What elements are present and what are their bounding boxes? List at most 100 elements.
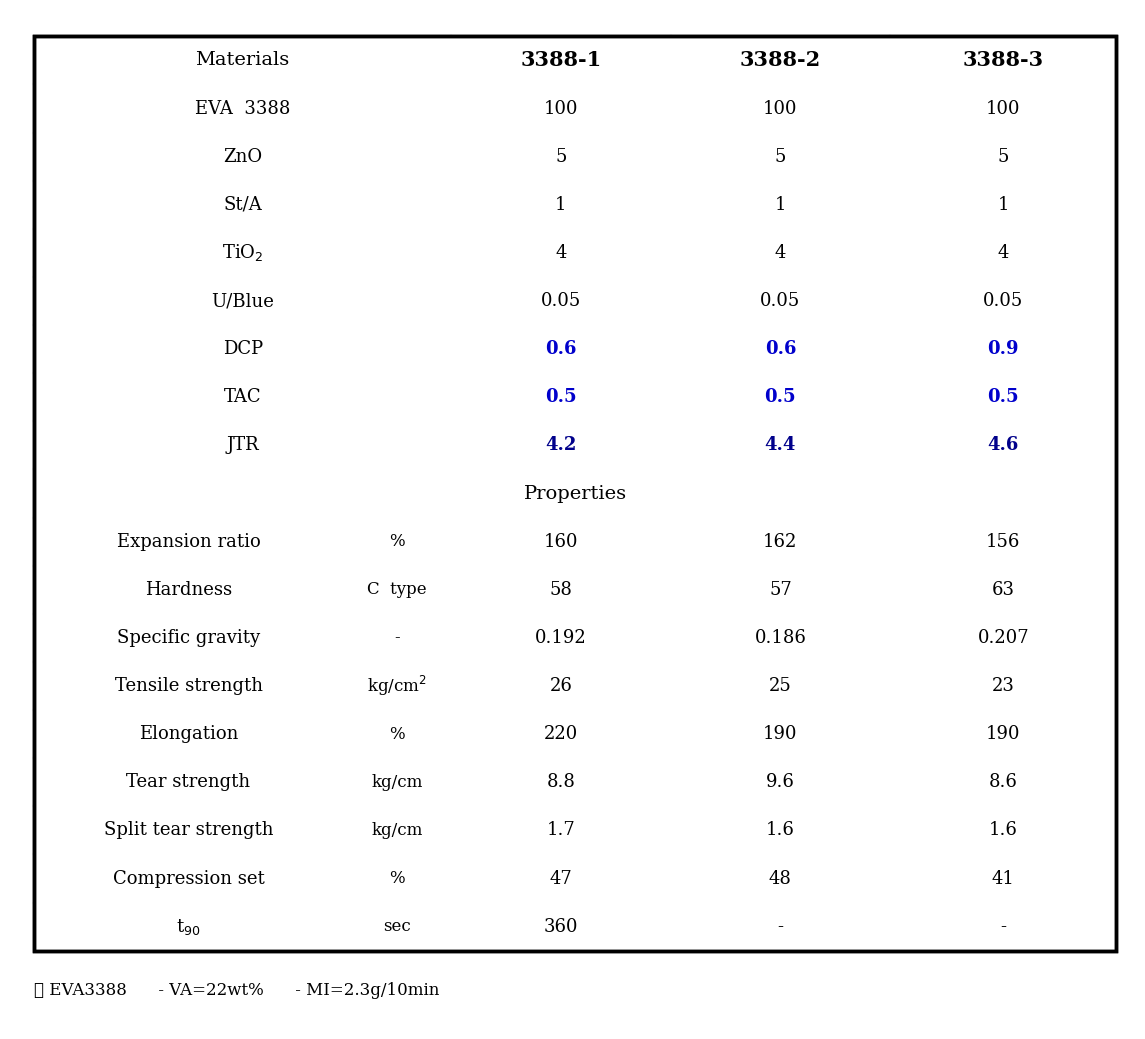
Text: St/A: St/A <box>223 195 262 214</box>
Bar <box>671 806 890 854</box>
Text: 47: 47 <box>550 870 572 887</box>
Text: -: - <box>777 917 783 936</box>
Text: -: - <box>1001 917 1006 936</box>
Text: 220: 220 <box>544 725 578 743</box>
Bar <box>890 84 1116 133</box>
Text: C  type: C type <box>368 581 427 598</box>
Bar <box>890 36 1116 84</box>
Text: 0.192: 0.192 <box>535 629 586 647</box>
Bar <box>34 36 1116 951</box>
Text: sec: sec <box>382 918 411 935</box>
Text: 160: 160 <box>544 533 578 551</box>
Bar <box>451 181 671 229</box>
Text: 26: 26 <box>550 677 572 695</box>
Bar <box>890 854 1116 903</box>
Text: Expansion ratio: Expansion ratio <box>117 533 260 551</box>
Text: 5: 5 <box>775 148 787 165</box>
Text: 4.2: 4.2 <box>545 436 576 454</box>
Text: Compression set: Compression set <box>112 870 264 887</box>
Text: 23: 23 <box>992 677 1014 695</box>
Bar <box>451 325 671 373</box>
Bar <box>671 710 890 758</box>
Bar <box>671 181 890 229</box>
Bar <box>342 806 451 854</box>
Bar <box>671 903 890 951</box>
Bar <box>890 181 1116 229</box>
Text: 25: 25 <box>769 677 792 695</box>
Bar <box>671 614 890 662</box>
Text: 0.5: 0.5 <box>987 389 1019 406</box>
Text: Tear strength: Tear strength <box>126 773 251 792</box>
Text: 100: 100 <box>544 100 578 117</box>
Text: kg/cm: kg/cm <box>371 822 423 838</box>
Text: Properties: Properties <box>523 484 627 503</box>
Text: 4: 4 <box>775 244 787 262</box>
Bar <box>34 758 342 806</box>
Bar <box>451 373 671 422</box>
Text: 0.05: 0.05 <box>760 292 800 310</box>
Text: EVA  3388: EVA 3388 <box>195 100 291 117</box>
Bar <box>342 710 451 758</box>
Bar <box>34 36 451 84</box>
Text: 3388-2: 3388-2 <box>740 51 821 71</box>
Text: 48: 48 <box>769 870 792 887</box>
Text: kg/cm: kg/cm <box>371 774 423 791</box>
Bar <box>671 517 890 565</box>
Text: 63: 63 <box>992 581 1014 598</box>
Text: Split tear strength: Split tear strength <box>104 822 274 840</box>
Bar <box>34 854 342 903</box>
Text: 3388-1: 3388-1 <box>520 51 601 71</box>
Text: %: % <box>389 533 404 550</box>
Text: U/Blue: U/Blue <box>211 292 274 310</box>
Bar <box>451 517 671 565</box>
Bar <box>890 903 1116 951</box>
Text: 3388-3: 3388-3 <box>963 51 1044 71</box>
Text: 1: 1 <box>555 195 567 214</box>
Text: 9.6: 9.6 <box>766 773 795 792</box>
Bar <box>671 84 890 133</box>
Bar <box>34 181 451 229</box>
Bar <box>671 373 890 422</box>
Bar <box>342 758 451 806</box>
Text: 41: 41 <box>992 870 1014 887</box>
Bar <box>34 36 1116 951</box>
Bar <box>890 373 1116 422</box>
Text: 5: 5 <box>555 148 567 165</box>
Bar <box>890 758 1116 806</box>
Bar <box>34 373 451 422</box>
Bar <box>890 133 1116 181</box>
Text: Specific gravity: Specific gravity <box>117 629 260 647</box>
Bar <box>451 806 671 854</box>
Text: 190: 190 <box>986 725 1020 743</box>
Text: 0.05: 0.05 <box>540 292 581 310</box>
Text: 0.6: 0.6 <box>545 340 576 358</box>
Bar <box>451 84 671 133</box>
Bar <box>451 854 671 903</box>
Bar <box>451 277 671 325</box>
Bar <box>671 565 890 614</box>
Text: Materials: Materials <box>196 51 290 70</box>
Text: 4.4: 4.4 <box>765 436 796 454</box>
Bar <box>342 854 451 903</box>
Bar <box>671 229 890 277</box>
Text: 1.6: 1.6 <box>989 822 1018 840</box>
Text: 0.9: 0.9 <box>987 340 1019 358</box>
Text: t$_{90}$: t$_{90}$ <box>176 916 200 936</box>
Text: 156: 156 <box>986 533 1020 551</box>
Text: 0.5: 0.5 <box>765 389 796 406</box>
Bar <box>890 517 1116 565</box>
Text: TAC: TAC <box>223 389 261 406</box>
Bar <box>671 422 890 470</box>
Bar <box>34 277 451 325</box>
Bar <box>671 277 890 325</box>
Text: 100: 100 <box>764 100 798 117</box>
Bar <box>890 277 1116 325</box>
Bar <box>890 806 1116 854</box>
Bar <box>34 565 342 614</box>
Bar <box>451 903 671 951</box>
Text: 1: 1 <box>997 195 1009 214</box>
Bar <box>342 517 451 565</box>
Bar <box>451 36 671 84</box>
Text: %: % <box>389 870 404 887</box>
Text: 0.207: 0.207 <box>978 629 1029 647</box>
